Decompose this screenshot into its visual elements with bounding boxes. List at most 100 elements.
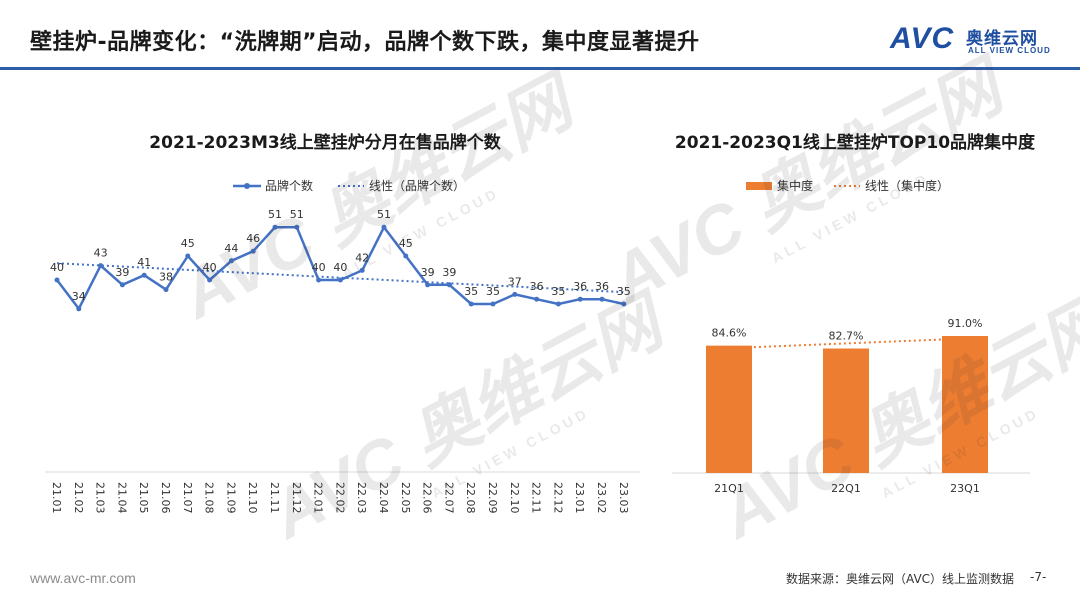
data-label: 45 — [181, 237, 195, 250]
data-label: 43 — [94, 247, 108, 260]
data-label: 51 — [268, 208, 282, 221]
data-point — [359, 267, 365, 273]
data-label: 40 — [203, 261, 217, 274]
data-label: 40 — [50, 261, 64, 274]
x-tick-label: 23Q1 — [950, 482, 980, 495]
x-tick-label: 21.11 — [268, 482, 281, 514]
bar — [823, 348, 869, 473]
data-label: 34 — [72, 290, 86, 303]
x-tick-label: 22.02 — [333, 482, 346, 514]
data-label: 44 — [224, 242, 238, 255]
data-point — [490, 301, 496, 307]
data-label: 35 — [464, 285, 478, 298]
data-label: 36 — [530, 280, 544, 293]
data-point — [512, 291, 518, 297]
data-point — [577, 296, 583, 302]
trendline — [728, 337, 966, 350]
data-point — [54, 277, 60, 283]
data-label: 36 — [595, 280, 609, 293]
data-label: 42 — [355, 251, 369, 264]
data-label: 39 — [442, 266, 456, 279]
legend-marker — [244, 183, 250, 189]
x-tick-label: 22.05 — [399, 482, 412, 514]
data-point — [621, 301, 627, 307]
data-point — [337, 277, 343, 283]
x-tick-label: 22.09 — [486, 482, 499, 514]
legend-label: 线性（品牌个数） — [369, 178, 465, 193]
data-point — [446, 282, 452, 288]
x-tick-label: 22.06 — [421, 482, 434, 514]
page-number: -7- — [1030, 570, 1047, 584]
data-point — [250, 248, 256, 254]
x-tick-label: 21.04 — [115, 482, 128, 514]
x-tick-label: 21.10 — [246, 482, 259, 514]
x-tick-label: 22.03 — [355, 482, 368, 514]
data-point — [425, 282, 431, 288]
data-label: 46 — [246, 232, 260, 245]
data-point — [185, 253, 191, 259]
x-tick-label: 22.11 — [530, 482, 543, 514]
x-tick-label: 21.06 — [159, 482, 172, 514]
x-tick-label: 21.12 — [290, 482, 303, 514]
data-label: 39 — [115, 266, 129, 279]
data-label: 51 — [377, 208, 391, 221]
header-divider — [0, 67, 1080, 70]
data-label: 35 — [486, 285, 500, 298]
data-label: 37 — [508, 275, 522, 288]
x-tick-label: 23.02 — [595, 482, 608, 514]
x-tick-label: 22.12 — [551, 482, 564, 514]
logo-cn-text: 奥维云网 — [966, 29, 1038, 49]
x-tick-label: 22.10 — [508, 482, 521, 514]
page-title: 壁挂炉-品牌变化：“洗牌期”启动，品牌个数下跌，集中度显著提升 — [30, 30, 700, 55]
x-tick-label: 23.03 — [617, 482, 630, 514]
data-point — [98, 263, 104, 269]
data-label: 40 — [333, 261, 347, 274]
footer-source: 数据来源：奥维云网（AVC）线上监测数据 — [786, 572, 1015, 586]
data-point — [141, 272, 147, 278]
logo-en-text: ALL VIEW CLOUD — [968, 46, 1051, 55]
bar — [706, 345, 752, 473]
data-point — [403, 253, 409, 259]
data-point — [381, 224, 387, 230]
x-tick-label: 22.04 — [377, 482, 390, 514]
data-point — [207, 277, 213, 283]
x-tick-label: 21.02 — [72, 482, 85, 514]
data-point — [599, 296, 605, 302]
data-label: 51 — [290, 208, 304, 221]
bar-chart-svg: 集中度 线性（集中度） 84.6% 21Q1 82.7% 22Q1 91.0% 23Q1 — [672, 178, 1030, 495]
x-tick-label: 23.01 — [573, 482, 586, 514]
data-label: 40 — [312, 261, 326, 274]
x-tick-label: 22.08 — [464, 482, 477, 514]
data-label: 36 — [573, 280, 587, 293]
data-point — [316, 277, 322, 283]
data-point — [163, 287, 169, 293]
data-point — [272, 224, 278, 230]
data-point — [228, 258, 234, 264]
legend-label: 集中度 — [777, 178, 813, 193]
bar — [942, 336, 988, 473]
x-tick-label: 21.07 — [181, 482, 194, 514]
data-point — [555, 301, 561, 307]
legend-label: 线性（集中度） — [865, 178, 949, 193]
concentration-bar-chart: 2021-2023Q1线上壁挂炉TOP10品牌集中度 集中度 线性（集中度） 84.… — [650, 120, 1060, 540]
data-label: 35 — [551, 285, 565, 298]
brand-count-line-chart: 2021-2023M3线上壁挂炉分月在售品牌个数 品牌个数 线性（品牌个数） 40 2… — [0, 120, 650, 540]
x-tick-label: 21.03 — [94, 482, 107, 514]
data-label: 39 — [421, 266, 435, 279]
chart-title: 2021-2023M3线上壁挂炉分月在售品牌个数 — [149, 133, 501, 153]
data-point — [294, 224, 300, 230]
x-tick-label: 21.01 — [50, 482, 63, 514]
chart-title: 2021-2023Q1线上壁挂炉TOP10品牌集中度 — [674, 133, 1036, 153]
avc-logo: AVC 奥维云网 ALL VIEW CLOUD — [890, 22, 1060, 62]
data-point — [76, 306, 82, 312]
legend-label: 品牌个数 — [265, 178, 313, 193]
data-point — [119, 282, 125, 288]
x-tick-label: 22Q1 — [831, 482, 861, 495]
data-label: 82.7% — [829, 329, 864, 342]
legend-bar-swatch — [746, 182, 772, 190]
data-point — [468, 301, 474, 307]
data-label: 45 — [399, 237, 413, 250]
data-label: 38 — [159, 271, 173, 284]
data-label: 91.0% — [948, 317, 983, 330]
x-tick-label: 21.08 — [203, 482, 216, 514]
